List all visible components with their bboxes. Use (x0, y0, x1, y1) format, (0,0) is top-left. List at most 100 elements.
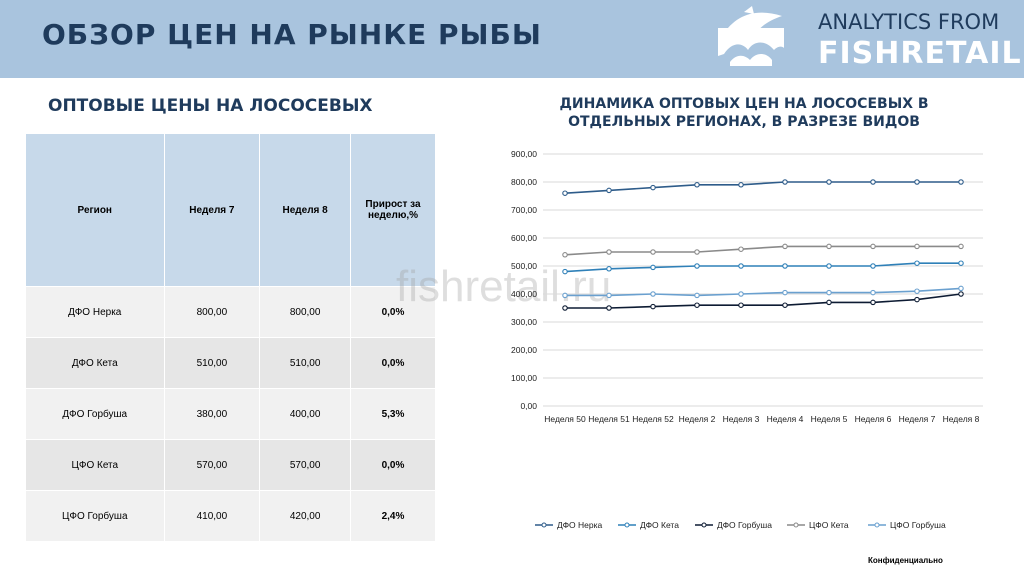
data-point (650, 249, 656, 255)
data-point (694, 182, 700, 188)
table-header-row: Регион Неделя 7 Неделя 8 Прирост за неде… (25, 133, 436, 287)
data-point (914, 179, 920, 185)
data-point (914, 260, 920, 266)
data-point (782, 289, 788, 296)
data-point (650, 184, 656, 191)
x-tick-label: Неделя 8 (943, 414, 980, 424)
data-point (738, 263, 744, 269)
data-point (870, 299, 876, 306)
data-point (826, 263, 832, 269)
data-point (562, 190, 568, 196)
data-point (694, 263, 700, 269)
data-point (606, 305, 612, 311)
data-point (606, 292, 612, 299)
prices-table: Регион Неделя 7 Неделя 8 Прирост за неде… (25, 133, 436, 542)
data-point (694, 249, 700, 255)
y-tick-label: 600,00 (511, 233, 537, 243)
data-point (914, 296, 920, 303)
table-section-title: ОПТОВЫЕ ЦЕНЫ НА ЛОСОСЕВЫХ (48, 96, 373, 116)
legend-label: ЦФО Кета (809, 520, 849, 530)
x-tick-label: Неделя 52 (632, 414, 674, 424)
cell-growth: 2,4% (350, 490, 436, 542)
cell-week7: 380,00 (163, 388, 261, 440)
legend-marker (793, 522, 799, 528)
data-point (650, 264, 656, 271)
data-point (694, 302, 700, 308)
fish-logo-icon (718, 6, 784, 66)
header-week8: Неделя 8 (259, 133, 351, 287)
series-line (565, 287, 962, 297)
cell-region: ЦФО Горбуша (25, 490, 165, 542)
table-row: ДФО Нерка 800,00 800,00 0,0% (25, 286, 436, 338)
data-point (738, 291, 744, 297)
cell-region: ДФО Кета (25, 337, 165, 389)
data-point (914, 243, 920, 250)
data-point (562, 305, 568, 311)
table-row: ДФО Кета 510,00 510,00 0,0% (25, 337, 436, 389)
data-point (782, 179, 788, 185)
data-point (782, 302, 788, 308)
data-point (606, 249, 612, 255)
x-tick-label: Неделя 4 (767, 414, 804, 424)
brand-top-text: ANALYTICS FROM (818, 10, 1000, 34)
data-point (958, 179, 964, 185)
legend-label: ДФО Нерка (557, 520, 603, 530)
legend-label: ДФО Горбуша (717, 520, 772, 530)
data-point (826, 243, 832, 250)
confidential-label: Конфиденциально (868, 556, 943, 565)
cell-week8: 570,00 (259, 439, 351, 491)
line-chart: 0,00 100,00 200,00 300,00 400,00 500,00 600,00… (511, 149, 983, 530)
y-tick-label: 300,00 (511, 317, 537, 327)
data-point (562, 268, 568, 275)
cell-growth: 0,0% (350, 439, 436, 491)
y-tick-label: 700,00 (511, 205, 537, 215)
x-tick-label: Неделя 2 (679, 414, 716, 424)
cell-week7: 800,00 (163, 286, 261, 338)
header-region: Регион (25, 133, 165, 287)
data-point (606, 187, 612, 194)
data-point (870, 179, 876, 185)
legend-marker (541, 522, 547, 528)
x-tick-label: Неделя 3 (723, 414, 760, 424)
legend-label: ДФО Кета (640, 520, 679, 530)
data-point (958, 285, 964, 292)
cell-week7: 510,00 (163, 337, 261, 389)
cell-week8: 420,00 (259, 490, 351, 542)
cell-growth: 0,0% (350, 286, 436, 338)
cell-week8: 510,00 (259, 337, 351, 389)
header-growth: Прирост за неделю,% (350, 133, 436, 287)
data-point (958, 243, 964, 250)
legend-marker (701, 522, 707, 528)
brand-name: FISHRETAIL (818, 36, 1022, 71)
y-tick-label: 100,00 (511, 373, 537, 383)
x-tick-label: Неделя 50 (544, 414, 586, 424)
data-point (826, 299, 832, 306)
data-point (870, 243, 876, 250)
data-point (914, 288, 920, 294)
data-point (782, 263, 788, 269)
table-row: ЦФО Кета 570,00 570,00 0,0% (25, 439, 436, 491)
data-point (738, 182, 744, 188)
cell-week8: 800,00 (259, 286, 351, 338)
legend-marker (624, 522, 630, 528)
y-tick-label: 800,00 (511, 177, 537, 187)
cell-growth: 0,0% (350, 337, 436, 389)
data-point (782, 243, 788, 250)
data-point (650, 291, 656, 297)
y-tick-label: 900,00 (511, 149, 537, 159)
y-tick-label: 400,00 (511, 289, 537, 299)
y-tick-label: 200,00 (511, 345, 537, 355)
legend-marker (874, 522, 880, 528)
data-point (826, 289, 832, 296)
x-tick-label: Неделя 5 (811, 414, 848, 424)
chart-title: ДИНАМИКА ОПТОВЫХ ЦЕН НА ЛОСОСЕВЫХ В ОТДЕ… (559, 96, 929, 130)
cell-week7: 410,00 (163, 490, 261, 542)
series-line (564, 181, 961, 194)
data-point (958, 260, 964, 266)
cell-region: ЦФО Кета (25, 439, 165, 491)
cell-week8: 400,00 (259, 388, 351, 440)
y-tick-label: 500,00 (511, 261, 537, 271)
x-tick-label: Неделя 6 (855, 414, 892, 424)
page-title: ОБЗОР ЦЕН НА РЫНКЕ РЫБЫ (42, 18, 542, 51)
data-point (694, 292, 700, 299)
